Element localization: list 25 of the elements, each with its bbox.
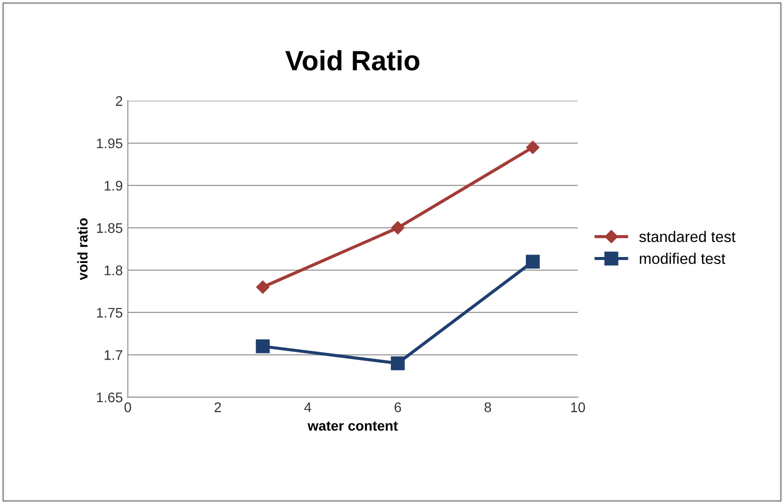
y-tick-label: 1.75: [96, 308, 122, 318]
point: [526, 254, 540, 269]
point: [526, 140, 540, 154]
point: [256, 339, 270, 354]
y-tick-label: 1.65: [96, 392, 122, 402]
x-tick-label: 2: [214, 402, 221, 412]
point: [256, 280, 270, 294]
y-tick-label: 1.8: [104, 265, 122, 276]
legend-label: standared test: [639, 230, 736, 242]
x-axis-title: water content: [308, 422, 398, 431]
x-tick-label: 0: [124, 402, 132, 412]
x-tick-label: 4: [304, 402, 312, 412]
x-tick-label: 8: [484, 402, 492, 412]
legend-label: modified test: [640, 252, 726, 264]
y-axis-title: void ratio: [77, 218, 88, 280]
x-tick-label: 10: [571, 402, 585, 412]
x-tick-label: 6: [394, 402, 402, 412]
y-tick-label: 1.85: [96, 223, 122, 233]
y-tick-label: 1.95: [96, 138, 122, 148]
chart-title: Void Ratio: [285, 50, 420, 71]
y-tick-label: 2: [116, 96, 122, 106]
point: [391, 221, 404, 234]
y-tick-label: 1.7: [104, 350, 122, 360]
y-tick-label: 1.9: [104, 180, 122, 191]
point: [390, 356, 405, 370]
